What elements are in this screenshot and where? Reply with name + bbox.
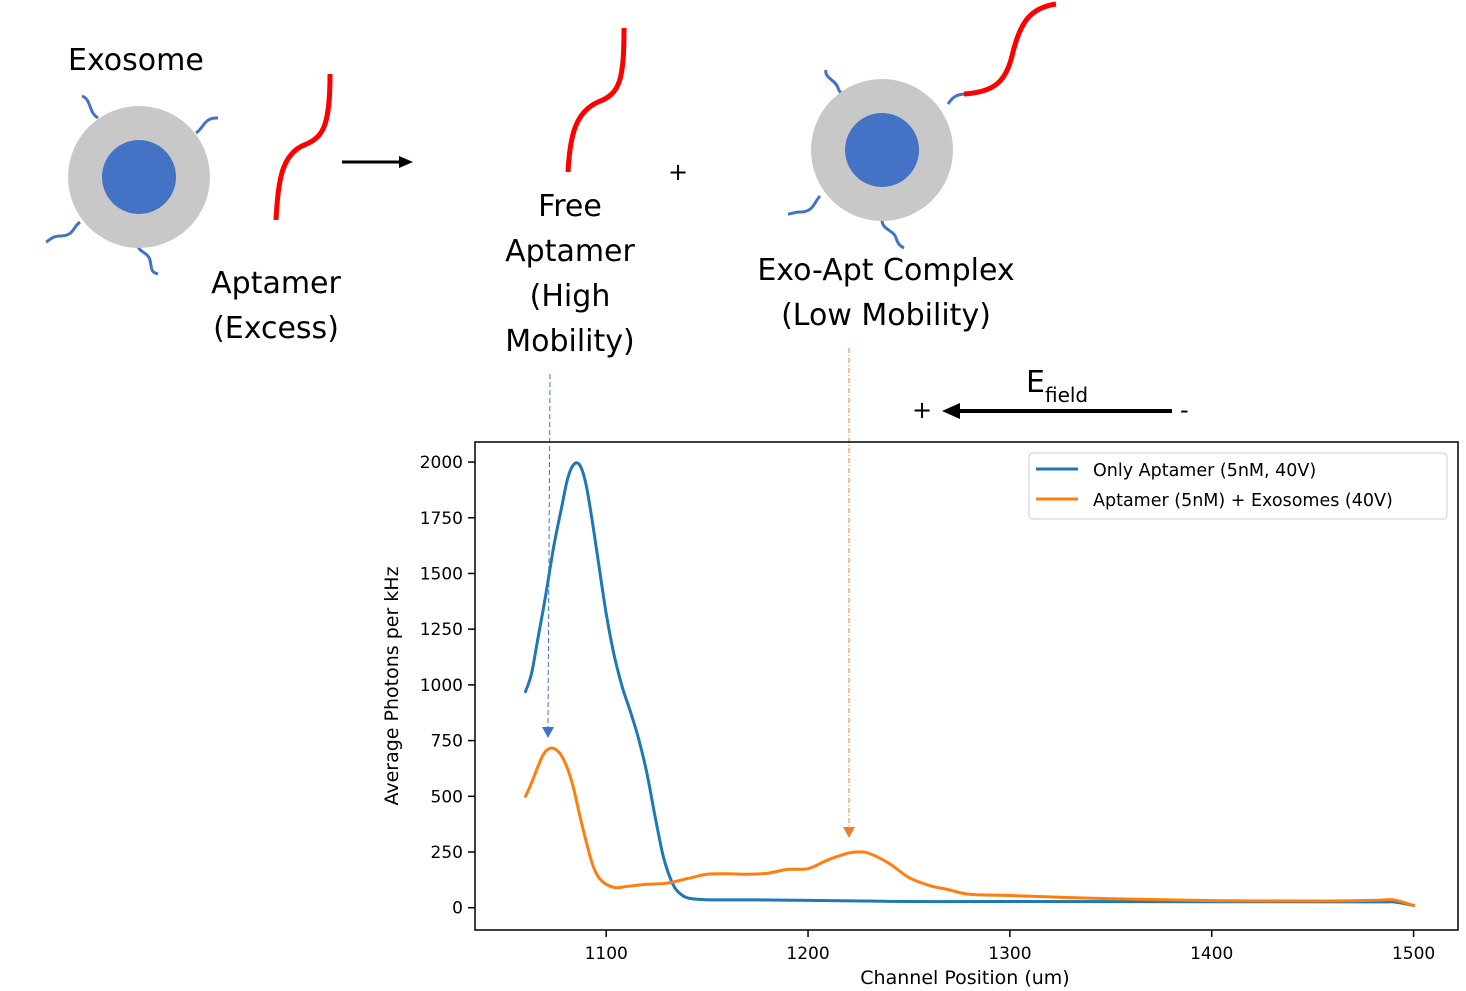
- series-line-0: [524, 461, 1416, 907]
- y-tick-label: 1500: [420, 564, 463, 584]
- x-tick-label: 1200: [786, 944, 829, 964]
- y-tick-label: 1000: [420, 676, 463, 696]
- efield-label-sub: field: [1044, 383, 1089, 407]
- complex-label-line1: Exo-Apt Complex: [757, 253, 1015, 288]
- exosome-label: Exosome: [68, 43, 204, 78]
- aptamer-excess-label-line2: (Excess): [213, 311, 339, 346]
- guide-arrow-free: [542, 373, 554, 738]
- y-axis: 0 250 500 750 1000 1250 1500 1750 2000: [420, 453, 475, 919]
- aptamer-excess-label-line1: Aptamer: [211, 266, 341, 301]
- x-axis-label: Channel Position (um): [860, 967, 1069, 989]
- free-aptamer-label-line2: Aptamer: [505, 234, 635, 269]
- series-layer: [524, 461, 1416, 907]
- complex-core: [845, 113, 919, 187]
- receptor-tl: [81, 94, 99, 120]
- receptor-complex-bl: [787, 194, 822, 216]
- complex-label-line2: (Low Mobility): [781, 298, 991, 333]
- x-axis: 1100 1200 1300 1400 1500: [585, 930, 1435, 964]
- receptor-bl: [45, 220, 81, 244]
- complex-label: Exo-Apt Complex (Low Mobility): [746, 248, 1026, 338]
- legend-box: [1028, 452, 1448, 520]
- legend: Only Aptamer (5nM, 40V) Aptamer (5nM) + …: [1028, 452, 1448, 520]
- y-tick-label: 0: [452, 899, 463, 919]
- y-tick-label: 1750: [420, 509, 463, 529]
- efield-plus: +: [912, 396, 933, 424]
- plot-frame: [474, 441, 1459, 931]
- x-tick-label: 1300: [988, 944, 1031, 964]
- y-tick-label: 1250: [420, 620, 463, 640]
- aptamer-bound: [963, 1, 1057, 97]
- receptor-complex-tr: [946, 92, 967, 105]
- efield-label: Efield: [1026, 360, 1088, 408]
- exosome-complex: [787, 1, 1057, 250]
- legend-label-aptamer-exosomes: Aptamer (5nM) + Exosomes (40V): [1093, 491, 1393, 511]
- aptamer-excess-label: Aptamer (Excess): [196, 261, 356, 351]
- x-tick-label: 1100: [585, 944, 628, 964]
- efield-label-E: E: [1026, 365, 1045, 400]
- y-tick-label: 750: [431, 732, 463, 752]
- aptamer-free: [565, 27, 627, 173]
- free-aptamer-label: Free Aptamer (High Mobility): [490, 184, 650, 364]
- x-tick-label: 1500: [1392, 944, 1435, 964]
- legend-label-only-aptamer: Only Aptamer (5nM, 40V): [1093, 461, 1316, 481]
- y-axis-label: Average Photons per kHz: [381, 566, 403, 805]
- reaction-arrow: [342, 156, 413, 168]
- free-aptamer-label-line3: (High: [529, 279, 611, 314]
- aptamer-excess: [273, 73, 333, 221]
- exosome-left: [45, 94, 219, 276]
- y-tick-label: 250: [431, 843, 463, 863]
- plus-sign: +: [668, 158, 689, 186]
- exosome-core: [102, 140, 176, 214]
- efield-minus: -: [1180, 396, 1189, 424]
- receptor-b: [136, 244, 159, 276]
- guide-arrow-complex: [843, 348, 855, 838]
- receptor-complex-b: [880, 219, 905, 250]
- series-line-1: [524, 746, 1416, 907]
- efield-arrow: [942, 403, 1172, 419]
- y-tick-label: 500: [431, 787, 463, 807]
- y-tick-label: 2000: [420, 453, 463, 473]
- free-aptamer-label-line4: Mobility): [505, 324, 635, 359]
- receptor-tr: [195, 116, 219, 135]
- x-tick-label: 1400: [1190, 944, 1233, 964]
- free-aptamer-label-line1: Free: [538, 189, 602, 224]
